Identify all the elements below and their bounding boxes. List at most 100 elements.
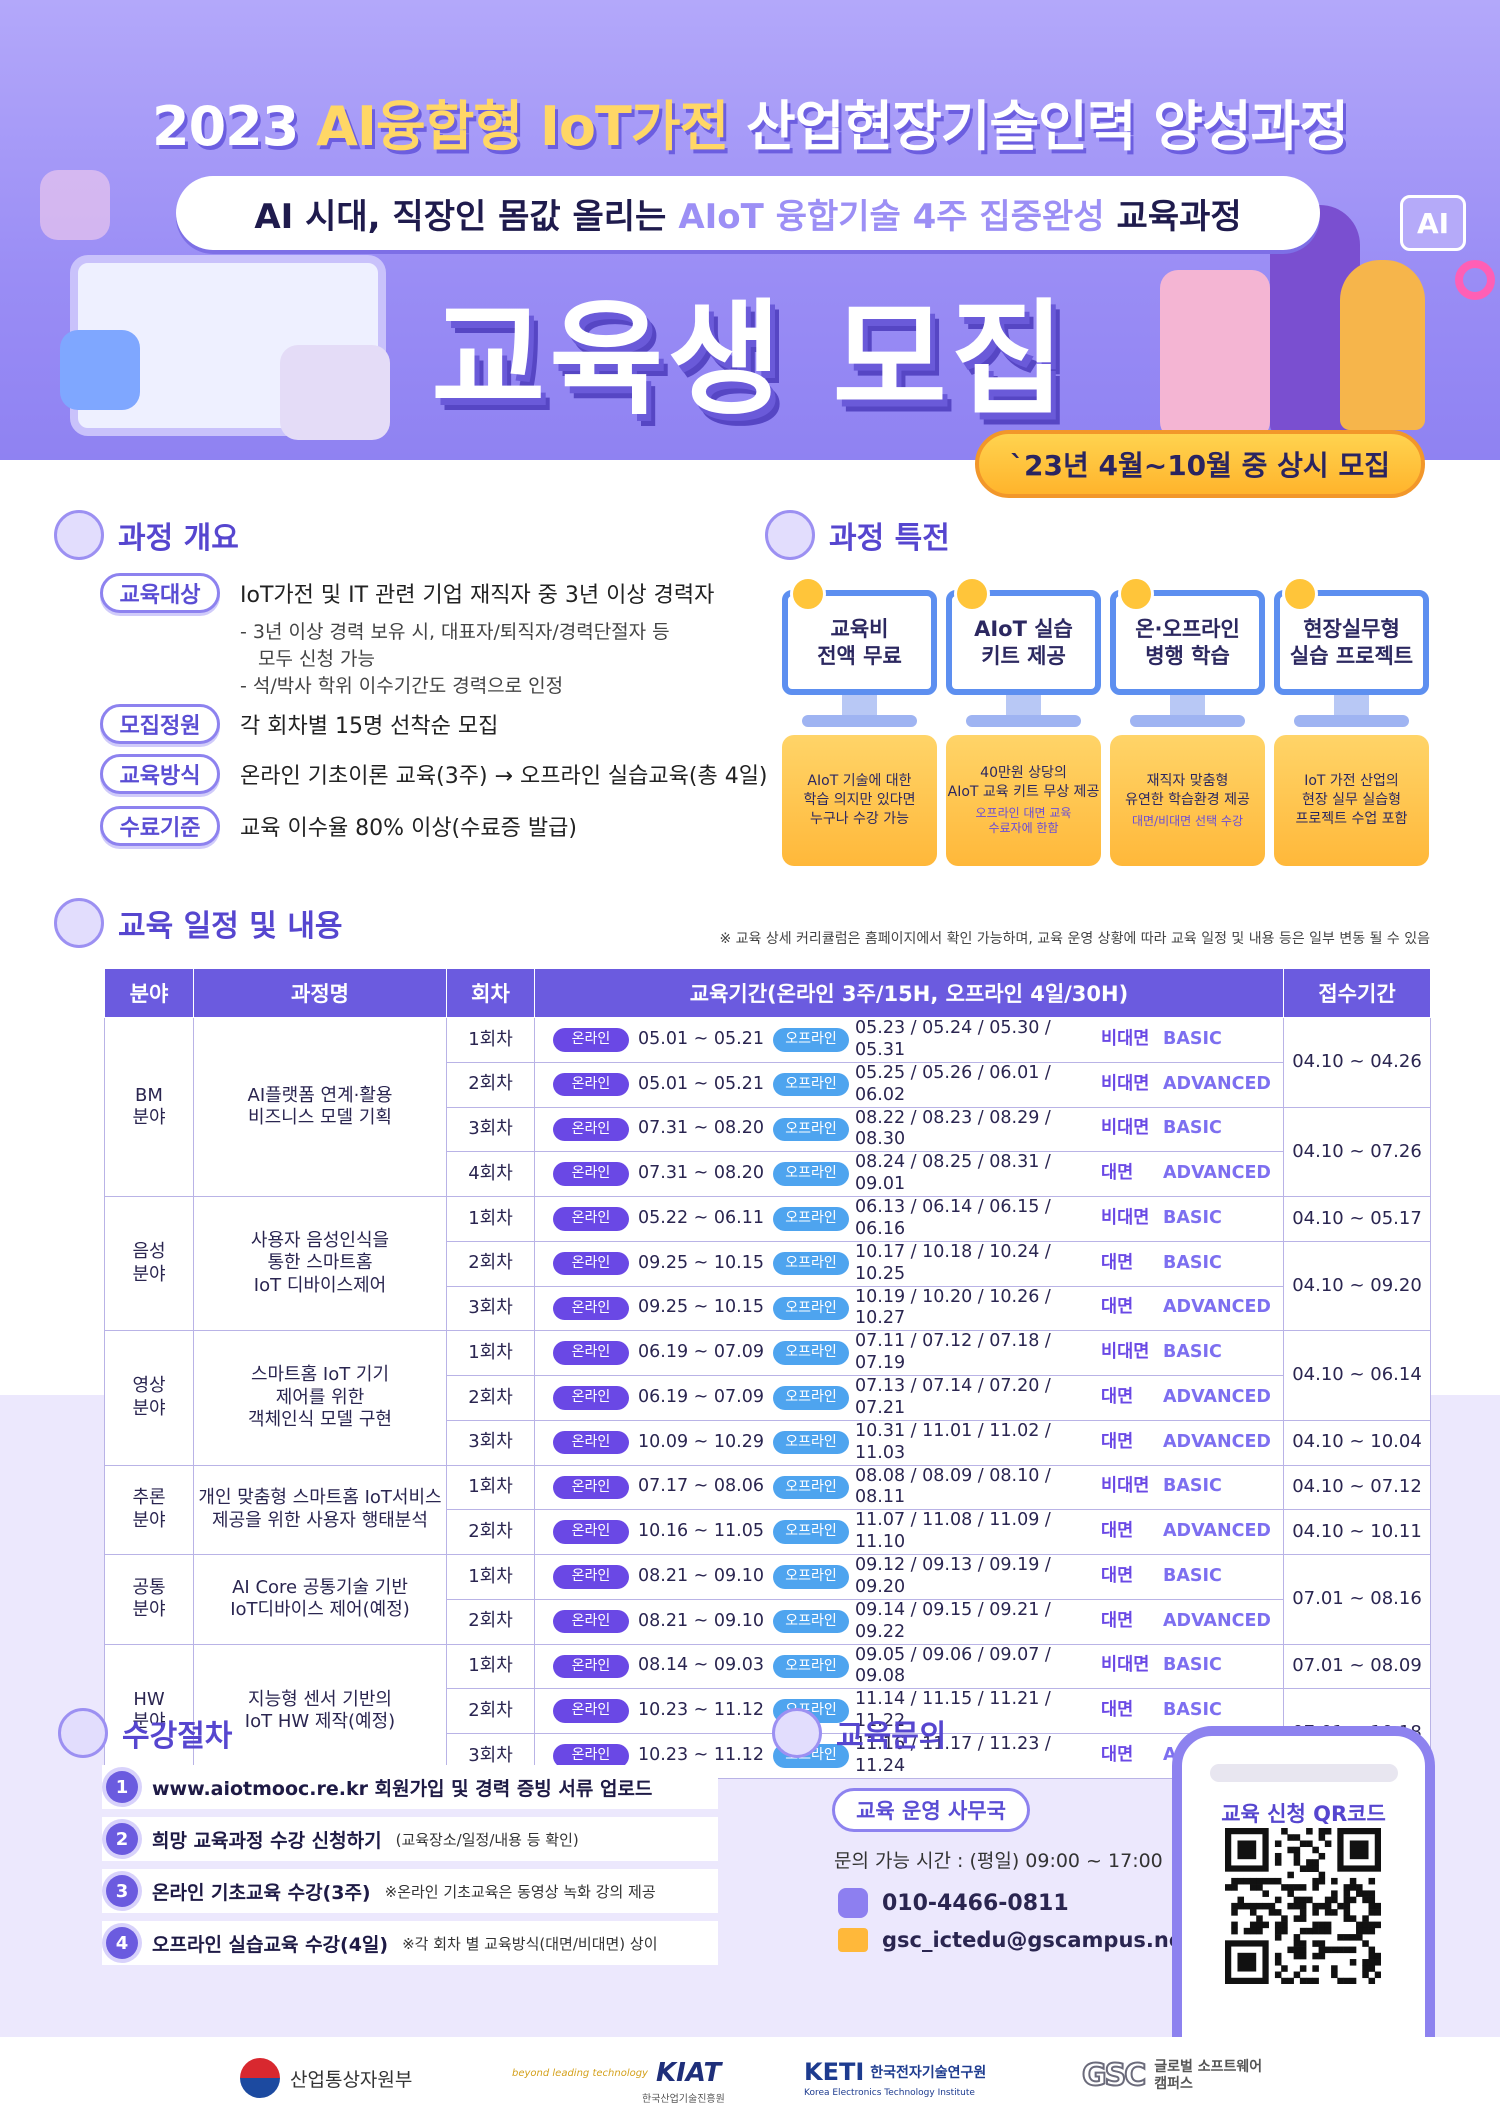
qr-module [1293,1884,1301,1891]
icon [54,898,104,948]
emblem [240,2058,280,2098]
qr-module [1349,1915,1357,1922]
offline-badge: 오프라인 [773,1654,849,1679]
header-row: 분야 과정명 회차 교육기간(온라인 3주/15H, 오프라인 4일/30H) 접수기간 [104,968,1431,1018]
table-row: 3회차 온라인 07.31 ~ 08.20 오프라인 08.22 / 08.23 / 0… [105,1106,1431,1197]
deco-gear [1455,260,1495,300]
qr-module [1374,1952,1381,1960]
level: ADVANCED [1163,1386,1271,1407]
course-cell: AI플랫폼 연계·활용 비즈니스 모델 기획 [193,1017,447,1197]
qr-module [1362,1921,1369,1929]
benefit-card: 온·오프라인 병행 학습 재직자 맞춤형 유연한 학습환경 제공 대면/비대면 선택… [1110,576,1265,866]
mail-icon [838,1928,868,1952]
round-cell: 2회차 [446,1375,535,1421]
field-cell: 공통 분야 [104,1554,194,1645]
benefit-note: 대면/비대면 선택 수강 [1131,813,1244,828]
benefit-folder: 40만원 상당의 AIoT 교육 키트 무상 제공 오프라인 대면 교육 수료자에… [946,735,1101,866]
qr-module [1274,1859,1282,1866]
monitor-stand [1006,695,1041,717]
period-cell: 온라인 09.25 ~ 10.15 오프라인 10.19 / 10.20 / 10.2… [534,1285,1284,1332]
qr-module [1256,1884,1263,1891]
qr-module [1256,1915,1263,1922]
qr-module [1299,1915,1307,1922]
course-cell: 스마트홈 IoT 기기 제어를 위한 객체인식 모델 구현 [193,1330,447,1466]
course-cell: 지능형 센서 기반의 IoT HW 제작(예정) [193,1643,447,1779]
procedure-step: 4 오프라인 실습교육 수강(4일) ※각 회차 별 교육방식(대면/비대면) 상이 [102,1921,718,1965]
online-badge: 온라인 [553,1162,629,1186]
qr-module [1274,1852,1282,1860]
level: ADVANCED [1163,1431,1271,1452]
monitor-base [1130,715,1245,727]
level: BASIC [1163,1342,1222,1363]
qr-module [1362,1971,1369,1979]
period-cell: 온라인 06.19 ~ 07.09 오프라인 07.11 / 07.12 / 07.1… [534,1330,1284,1376]
mode: 비대면 [1101,1655,1150,1676]
qr-module [1343,1902,1351,1910]
table-row: 영상 분야 스마트홈 IoT 기기 제어를 위한 객체인식 모델 구현 1회차 온라인… [104,1330,1431,1466]
qr-module [1312,1909,1319,1916]
field-cell: HW 분야 [104,1643,194,1779]
online-period: 07.31 ~ 08.20 [638,1118,764,1139]
title-highlight: AI융합형 IoT가전 [316,95,729,158]
qr-module [1256,1877,1263,1885]
medal [1118,576,1154,612]
recruit-period: `23년 4월~10월 중 상시 모집 [975,430,1425,498]
qr-module [1287,1890,1294,1897]
field-cell: 추론 분야 [104,1464,194,1555]
benefit-desc: 40만원 상당의 AIoT 교육 키트 무상 제공 [947,765,1100,800]
subtitle-highlight: AIoT 융합기술 4주 집중완성 [678,196,1105,237]
online-period: 08.21 ~ 09.10 [638,1610,764,1631]
step-note: (교육장소/일정/내용 등 확인) [395,1830,579,1849]
step-number: 2 [106,1823,138,1855]
offline-badge: 오프라인 [773,1162,849,1186]
table-row: 음성 분야 사용자 음성인식을 통한 스마트홈 IoT 디바이스제어 1회차 온라인 0… [104,1195,1431,1332]
qr-module [1312,1977,1319,1984]
qr-module [1287,1871,1294,1879]
qr-module [1356,1927,1363,1935]
qr-module [1337,1946,1344,1954]
round-cell: 2회차 [446,1061,535,1108]
qr-module [1243,1927,1251,1935]
step-text: 희망 교육과정 수강 신청하기 [152,1829,382,1852]
qr-module [1293,1859,1301,1866]
qr-module [1368,1921,1376,1929]
qr-module [1299,1940,1307,1947]
qr-module [1306,1828,1313,1835]
qr-module [1324,1909,1332,1916]
step-text: 오프라인 실습교육 수강(4일) [152,1933,389,1956]
mode: 비대면 [1101,1342,1150,1363]
benefit-desc: AIoT 기술에 대한 학습 의지만 있다면 누구나 수강 가능 [803,773,916,827]
offline-dates: 05.23 / 05.24 / 05.30 / 05.31 [855,1018,1051,1060]
period-row: 온라인 10.16 ~ 11.05 오프라인 11.07 / 11.08 / 11.0… [535,1510,1283,1554]
qr-module [1374,1909,1381,1916]
footer [0,2037,1500,2122]
qr-module [1281,1977,1288,1984]
apply-cell: 04.10 ~ 04.26 [1283,1017,1431,1108]
online-badge: 온라인 [553,1072,629,1097]
qr-module [1368,1877,1376,1885]
qr-module [1287,1884,1294,1891]
qr-module [1349,1959,1357,1966]
qr-module [1299,1840,1307,1848]
step-note: ※온라인 기초교육은 동영상 녹화 강의 제공 [384,1882,656,1901]
qr-module [1293,1852,1301,1860]
qr-module [1343,1884,1351,1891]
mode: 대면 [1101,1700,1134,1721]
offline-badge: 오프라인 [773,1072,849,1097]
ai-icon: AI [1400,195,1466,251]
contact-phone: 010-4466-0811 [838,1888,1069,1918]
deco-oven [280,345,390,440]
qr-module [1225,1884,1232,1891]
qr-module [1306,1977,1313,1984]
qr-module [1231,1921,1238,1929]
benefit-folder: IoT 가전 산업의 현장 실무 실습형 프로젝트 수업 포함 [1274,735,1429,866]
qr-module [1343,1896,1351,1904]
procedure-step: 3 온라인 기초교육 수강(3주) ※온라인 기초교육은 동영상 녹화 강의 제공 [102,1869,718,1913]
level: ADVANCED [1163,1521,1271,1542]
table-row: BM 분야 AI플랫폼 연계·활용 비즈니스 모델 기획 1회차 온라인 05.01 ~… [104,1017,1431,1197]
qr-module [1368,1952,1376,1960]
kiat-logo: beyond leading technology KIAT 한국산업기술진흥원 [512,2058,725,2105]
procedure-heading: 수강절차 [58,1708,232,1758]
procedure-step: 2 희망 교육과정 수강 신청하기 (교육장소/일정/내용 등 확인) [102,1817,718,1861]
qr-module [1293,1940,1301,1947]
